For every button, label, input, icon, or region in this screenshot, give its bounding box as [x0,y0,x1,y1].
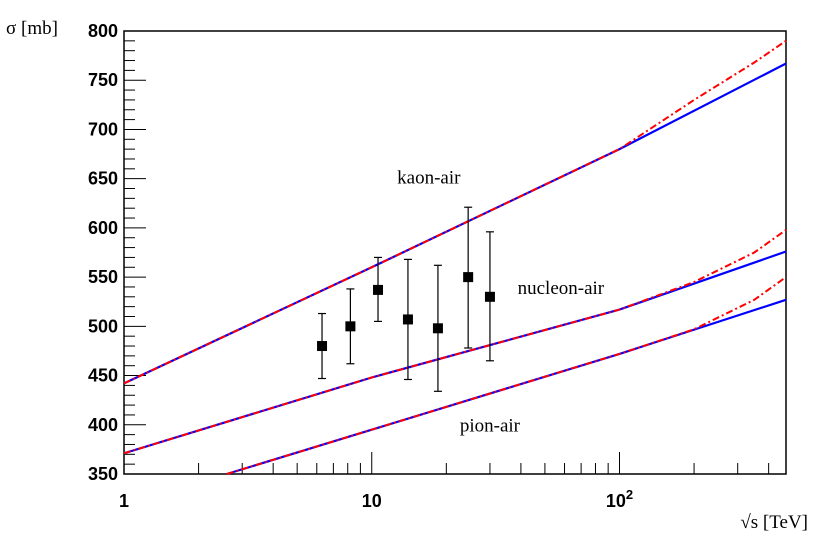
y-tick-label: 550 [88,267,118,287]
data-marker [485,292,495,302]
data-point [403,259,413,379]
y-tick-label: 750 [88,70,118,90]
x-axis: 1 10 102 [119,452,769,511]
series-annotation-label: nucleon-air [518,278,605,299]
data-marker [373,285,383,295]
series-annotation-label: kaon-air [397,168,461,189]
x-axis-label: √s [TeV] [740,512,808,533]
x-tick-label: 10 [362,491,382,511]
annotation-layer: kaon-air nucleon-air pion-air [397,168,605,437]
data-point [463,207,473,348]
y-tick-label: 450 [88,366,118,386]
y-tick-label: 400 [88,415,118,435]
data-marker [463,272,473,282]
data-marker [345,321,355,331]
x-tick-label: 102 [606,487,633,511]
series-annotation-label: pion-air [460,416,521,437]
y-tick-label: 350 [88,464,118,484]
y-axis: 350 400 450 500 550 600 650 700 750 800 [88,21,146,484]
nucleon-air-solid-line [124,252,786,454]
data-point [317,314,327,379]
data-marker [317,341,327,351]
y-axis-label: σ [mb] [6,18,58,39]
kaon-air-solid-line [124,64,786,384]
nucleon-air-dashdot-line [124,230,786,453]
data-points-layer [317,207,495,391]
y-tick-label: 500 [88,316,118,336]
y-tick-label: 650 [88,169,118,189]
data-marker [403,314,413,324]
pion-air-dashdot-line [227,277,786,474]
series-layer [124,41,786,474]
data-point [485,232,495,361]
y-tick-label: 800 [88,21,118,41]
x-tick-label: 1 [119,491,129,511]
plot-frame [124,31,786,474]
y-tick-label: 700 [88,119,118,139]
data-point [345,289,355,364]
y-tick-label: 600 [88,218,118,238]
data-point [433,265,443,391]
data-marker [433,323,443,333]
